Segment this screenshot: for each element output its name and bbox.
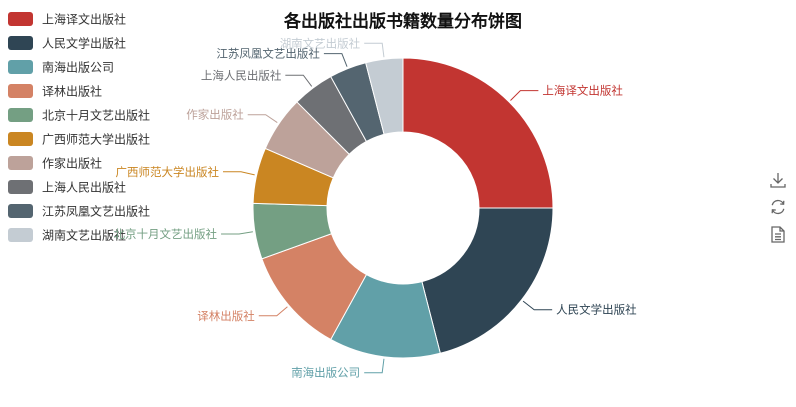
legend-swatch [8,60,33,74]
pie-slice[interactable] [365,57,404,135]
label-leader-line [221,231,253,235]
label-leader-line [364,358,385,374]
label-leader-line [247,114,278,123]
legend-item[interactable]: 江苏凤凰文艺出版社 [8,204,150,219]
legend-label: 北京十月文艺出版社 [42,108,150,123]
legend-label: 湖南文艺出版社 [42,228,126,243]
legend-label: 江苏凤凰文艺出版社 [42,204,150,219]
slice-label: 上海译文出版社 [542,84,623,98]
legend-swatch [8,84,33,98]
toolbox [766,168,790,246]
slice-label: 北京十月文艺出版社 [114,227,218,241]
pie-slice[interactable] [402,57,554,209]
slice-label: 作家出版社 [186,108,244,122]
label-leader-line [258,306,288,317]
label-leader-line [285,74,313,87]
legend-item[interactable]: 作家出版社 [8,156,102,171]
legend-item[interactable]: 广西师范大学出版社 [8,132,150,147]
slice-label: 江苏凤凰文艺出版社 [216,47,320,61]
pie-slices [252,57,554,359]
legend-label: 南海出版公司 [42,60,114,75]
legend-item[interactable]: 上海译文出版社 [8,12,126,27]
legend-item[interactable]: 北京十月文艺出版社 [8,108,150,123]
slice-label: 广西师范大学出版社 [115,165,219,179]
pie-slice[interactable] [421,207,554,354]
legend-swatch [8,156,33,170]
legend-swatch [8,228,33,242]
label-leader-line [510,90,539,101]
download-icon[interactable] [766,168,790,192]
slice-label: 湖南文艺出版社 [280,36,361,50]
label-leader-line [323,53,348,67]
legend-label: 作家出版社 [42,156,102,171]
legend-item[interactable]: 上海人民出版社 [8,180,126,195]
legend-swatch [8,108,33,122]
refresh-icon[interactable] [766,195,790,219]
label-leader-line [522,300,553,311]
slice-label: 人民文学出版社 [556,303,637,317]
data-view-icon[interactable] [766,222,790,246]
legend-item[interactable]: 人民文学出版社 [8,36,126,51]
legend-swatch [8,12,33,26]
legend-label: 译林出版社 [42,84,102,99]
legend-label: 人民文学出版社 [42,36,126,51]
label-leader-line [364,42,385,58]
legend-item[interactable]: 译林出版社 [8,84,102,99]
legend-item[interactable]: 湖南文艺出版社 [8,228,126,243]
slice-label: 南海出版公司 [291,366,360,380]
slice-label: 上海人民出版社 [201,68,282,82]
label-leader-line [222,171,255,176]
legend-label: 广西师范大学出版社 [42,132,150,147]
slice-label: 译林出版社 [197,309,255,323]
legend[interactable]: 上海译文出版社人民文学出版社南海出版公司译林出版社北京十月文艺出版社广西师范大学… [8,12,150,243]
legend-swatch [8,132,33,146]
legend-swatch [8,36,33,50]
legend-swatch [8,180,33,194]
legend-item[interactable]: 南海出版公司 [8,60,114,75]
legend-label: 上海译文出版社 [42,12,126,27]
chart-title: 各出版社出版书籍数量分布饼图 [283,11,522,32]
legend-swatch [8,204,33,218]
legend-label: 上海人民出版社 [42,180,126,195]
